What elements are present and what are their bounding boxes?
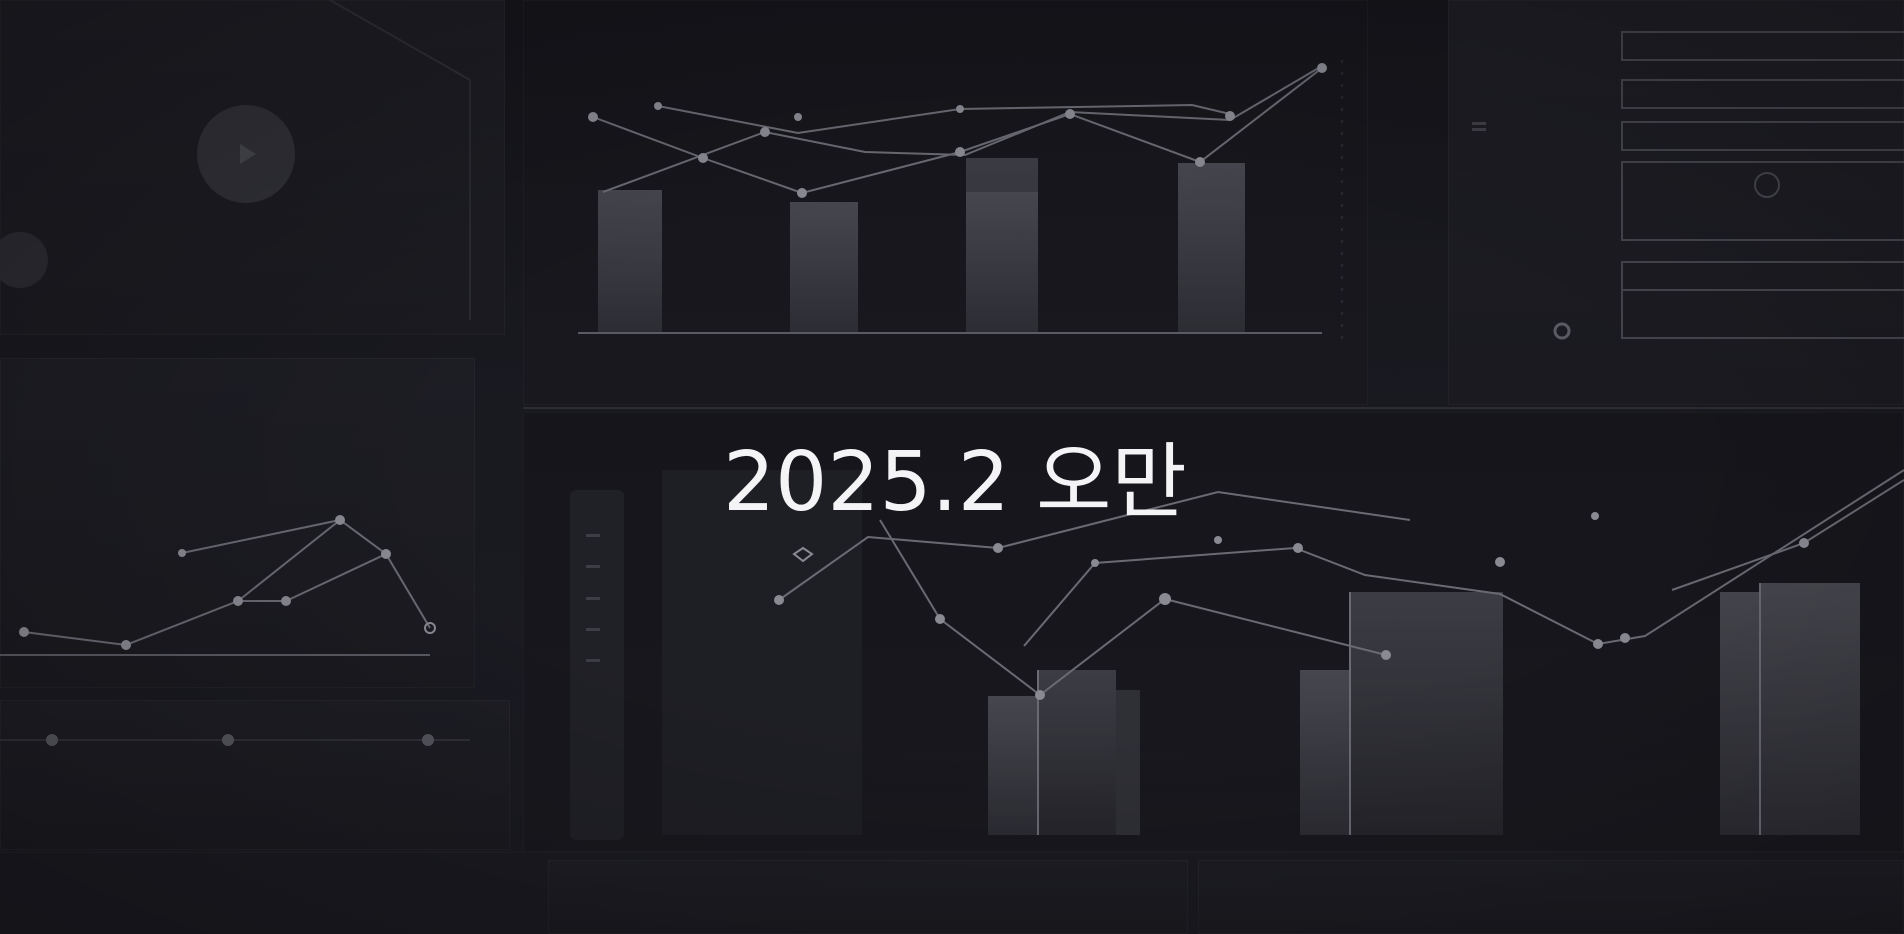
bg-play-circle-icon bbox=[197, 105, 295, 203]
bg-left-lines bbox=[23, 518, 431, 647]
bg-panel-footer-right bbox=[1198, 860, 1904, 934]
bg-diamond-marker bbox=[792, 546, 814, 563]
bg-form-fields bbox=[1621, 31, 1904, 339]
bg-top-bars bbox=[598, 158, 1245, 333]
banner-title: 2025.2 오만 bbox=[723, 435, 1187, 530]
bg-panel-bottom-left bbox=[0, 700, 510, 850]
bg-center-bars bbox=[662, 470, 1860, 835]
bg-top-points bbox=[588, 63, 1327, 198]
bg-panel-mid-left bbox=[0, 358, 475, 688]
bg-dot bbox=[0, 232, 48, 288]
bg-panel-footer-center bbox=[548, 860, 1188, 934]
bg-side-rail bbox=[570, 490, 624, 840]
